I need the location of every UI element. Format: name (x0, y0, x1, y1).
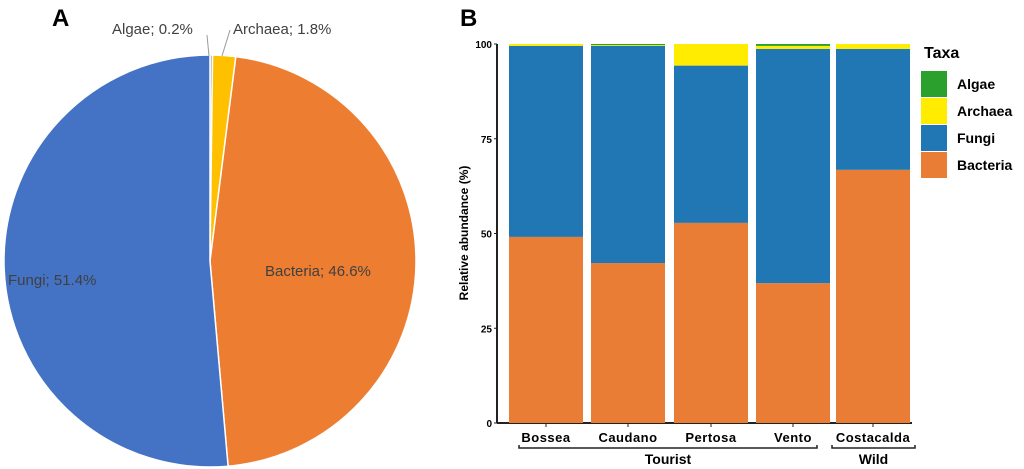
stacked-bar-chart: 0 25 50 75 100 Relative abundance (%) Bossea Ca… (457, 40, 1012, 467)
leader-line-archaea (221, 29, 231, 57)
legend-label-bacteria: Bacteria (957, 157, 1012, 173)
pie-label-bacteria: Bacteria; 46.6% (265, 263, 371, 280)
legend-label-fungi: Fungi (957, 130, 995, 146)
y-tick-label: 50 (481, 230, 493, 241)
x-tick-label: Pertosa (685, 430, 736, 445)
pie-label-archaea: Archaea; 1.8% (233, 21, 331, 38)
legend-title: Taxa (924, 45, 959, 62)
bar-bacteria-costacalda (836, 169, 910, 423)
panel-label-b: B (460, 5, 477, 32)
y-axis-label: Relative abundance (%) (457, 166, 471, 301)
leader-line-algae (206, 34, 210, 57)
group-label-wild: Wild (859, 451, 888, 467)
bar-bacteria-vento (756, 283, 830, 423)
bar-archaea-pertosa (674, 44, 748, 66)
x-tick-label: Bossea (521, 430, 571, 445)
bar-archaea-vento (756, 45, 830, 49)
bar-archaea-costacalda (836, 44, 910, 49)
y-tick-label: 75 (481, 135, 493, 146)
bar-fungi-vento (756, 48, 830, 284)
legend-label-archaea: Archaea (957, 103, 1012, 119)
bar-archaea-bossea (509, 44, 583, 46)
bar-algae-caudano (591, 44, 665, 46)
panel-label-a: A (52, 5, 69, 32)
pie-chart: Algae; 0.2% Archaea; 1.8% Bacteria; 46.6% F… (3, 21, 417, 468)
bar-fungi-pertosa (674, 65, 748, 223)
legend-swatch-fungi (921, 125, 947, 151)
legend-swatch-bacteria (921, 152, 947, 178)
legend-swatch-archaea (921, 98, 947, 124)
x-tick-label: Costacalda (836, 430, 911, 445)
group-bracket-tourist (518, 445, 818, 449)
x-tick-label: Caudano (598, 430, 657, 445)
y-tick-label: 0 (486, 419, 492, 430)
bar-fungi-caudano (591, 45, 665, 264)
bar-fungi-costacalda (836, 48, 910, 170)
pie-label-algae: Algae; 0.2% (112, 21, 193, 38)
bar-bacteria-caudano (591, 263, 665, 423)
legend-label-algae: Algae (957, 76, 995, 92)
pie-slice-bacteria (209, 55, 417, 468)
group-bracket-wild (831, 445, 916, 449)
bar-algae-vento (756, 44, 830, 46)
y-tick-label: 25 (481, 324, 493, 335)
legend-swatch-algae (921, 71, 947, 97)
bar-fungi-bossea (509, 45, 583, 237)
pie-slice-fungi (3, 54, 229, 468)
bar-archaea-caudano (591, 45, 665, 46)
y-tick-label: 100 (475, 40, 492, 51)
bar-bacteria-bossea (509, 236, 583, 423)
pie-label-fungi: Fungi; 51.4% (8, 272, 96, 289)
group-label-tourist: Tourist (645, 451, 692, 467)
bar-bacteria-pertosa (674, 222, 748, 423)
x-tick-label: Vento (774, 430, 812, 445)
